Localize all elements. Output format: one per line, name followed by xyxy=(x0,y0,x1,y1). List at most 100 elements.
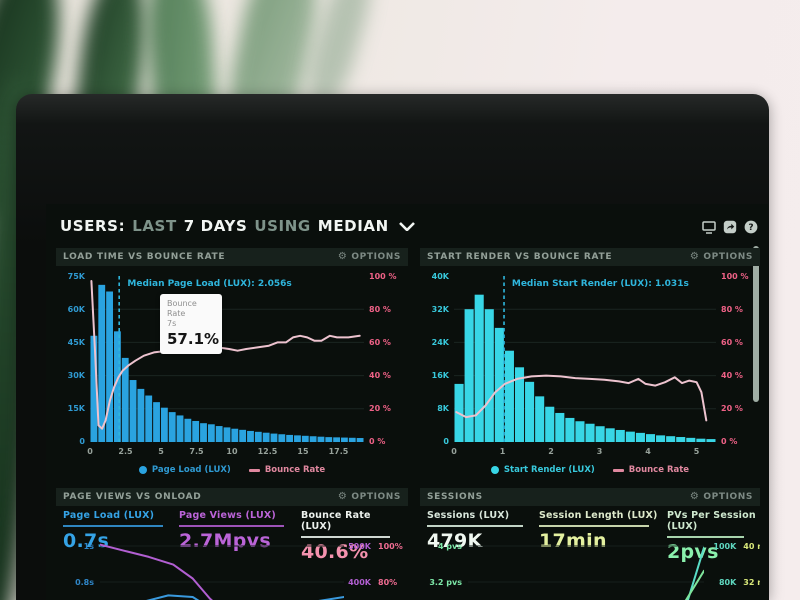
axis-tick-pair: 100K 40 min xyxy=(704,542,760,551)
metric-label: Page Views (LUX) xyxy=(179,510,276,521)
axis-tick-label: 3 xyxy=(596,447,603,456)
metric-label: Page Load (LUX) xyxy=(63,510,155,521)
title-part: USING xyxy=(254,217,311,235)
axis-tick-label: 40K xyxy=(431,272,449,281)
axis-tick-label: 0.8s xyxy=(75,577,94,587)
axis-tick-label: 75K xyxy=(67,272,85,281)
metric-rule xyxy=(667,536,744,538)
legend-item-page-load[interactable]: Page Load (LUX) xyxy=(138,465,231,475)
axis-tick-label: 2 xyxy=(548,447,554,456)
axis-tick-label: 3.2 pvs xyxy=(429,577,462,587)
axis-tick-label: 5 xyxy=(693,447,700,456)
line-chart[interactable] xyxy=(100,540,344,600)
title-part: USERS: xyxy=(60,217,126,235)
options-button[interactable]: ⚙ OPTIONS xyxy=(689,251,753,263)
axis-tick-label: 15 xyxy=(297,447,309,456)
options-button[interactable]: ⚙ OPTIONS xyxy=(338,252,401,263)
panel-title: SESSIONS xyxy=(427,492,483,502)
legend-item-bounce-rate[interactable]: Bounce Rate xyxy=(248,465,326,475)
axis-tick-label: 15K xyxy=(67,404,85,413)
metric-rule xyxy=(539,525,650,527)
metric-label: Sessions (LUX) xyxy=(427,510,510,521)
line-chart[interactable] xyxy=(468,540,704,600)
axis-tick-label: 80K xyxy=(718,577,737,587)
legend-label: Bounce Rate xyxy=(264,465,326,475)
title-part: 7 DAYS xyxy=(183,217,248,235)
laptop-bezel: USERS: LAST 7 DAYS USING MEDIAN ? xyxy=(16,94,769,600)
axis-tick-pair: 500K 100% xyxy=(342,542,406,551)
hover-tooltip: Bounce Rate 7s 57.1% xyxy=(160,294,222,354)
axis-tick-label: 40 min xyxy=(743,542,760,551)
gear-icon: ⚙ xyxy=(337,491,348,502)
histogram-plot[interactable]: Median Page Load (LUX): 2.056s xyxy=(90,276,364,442)
metric-label: Session Length (LUX) xyxy=(539,510,658,521)
axis-tick-label: 12.5 xyxy=(257,447,278,456)
legend-dot-icon xyxy=(138,466,147,474)
options-label: OPTIONS xyxy=(703,492,753,502)
axis-tick-label: 45K xyxy=(67,338,85,347)
legend-item-bounce-rate[interactable]: Bounce Rate xyxy=(612,465,689,475)
axis-tick-label: 32K xyxy=(431,305,449,314)
axis-tick-label: 24K xyxy=(431,338,449,347)
axis-tick-pair: 80K 32 min xyxy=(704,578,760,587)
dashboard-screen: USERS: LAST 7 DAYS USING MEDIAN ? xyxy=(46,204,768,600)
share-icon[interactable] xyxy=(723,220,737,234)
panel-title: LOAD TIME VS BOUNCE RATE xyxy=(63,252,226,262)
legend-dash-icon xyxy=(612,468,624,472)
help-icon[interactable]: ? xyxy=(744,220,758,234)
axis-tick-label: 4 pvs xyxy=(437,542,462,551)
options-label: OPTIONS xyxy=(703,252,753,262)
legend-dash-icon xyxy=(248,468,260,472)
axis-tick-label: 32 min xyxy=(743,577,760,587)
median-annotation: Median Start Render (LUX): 1.031s xyxy=(511,279,689,289)
title-part: MEDIAN xyxy=(317,217,389,235)
axis-tick-label: 1 xyxy=(499,447,506,456)
y-axis-right: 100 % 80 % 60 % 40 % 20 % 0 % xyxy=(721,272,759,446)
options-button[interactable]: ⚙ OPTIONS xyxy=(337,491,401,503)
axis-tick-label: 100 % xyxy=(721,272,749,281)
metric-page-load: Page Load (LUX) 0.7s xyxy=(63,510,179,563)
axis-tick-label: 5 xyxy=(158,447,164,456)
axis-tick-label: 0 % xyxy=(369,437,386,446)
y-axis-left: 40K 32K 24K 16K 8K 0 xyxy=(420,272,449,446)
metric-value: 0.7s xyxy=(63,530,110,552)
legend-label: Start Render (LUX) xyxy=(503,465,595,475)
median-annotation: Median Page Load (LUX): 2.056s xyxy=(127,279,292,289)
y-axis-right: 100 % 80 % 60 % 40 % 20 % 0 % xyxy=(369,272,407,446)
display-icon[interactable] xyxy=(702,220,716,234)
panel-title: PAGE VIEWS VS ONLOAD xyxy=(63,492,202,502)
y-axis-left: 1s0.8s0.6s0.4s xyxy=(56,542,94,600)
axis-tick-pair: 400K 80% xyxy=(342,578,406,587)
axis-tick-label: 80 % xyxy=(721,305,743,314)
axis-tick-label: 40 % xyxy=(369,371,391,380)
legend-item-start-render[interactable]: Start Render (LUX) xyxy=(490,465,595,475)
dashboard-title-dropdown[interactable]: USERS: LAST 7 DAYS USING MEDIAN xyxy=(60,217,415,235)
svg-text:?: ? xyxy=(748,223,753,233)
panel-page-views-vs-onload: PAGE VIEWS VS ONLOAD ⚙ OPTIONS Page Load… xyxy=(56,488,408,600)
gear-icon: ⚙ xyxy=(689,491,700,502)
axis-tick-label: 8K xyxy=(437,404,449,413)
gear-icon: ⚙ xyxy=(689,251,700,262)
metrics-row: Sessions (LUX) 479K Session Length (LUX)… xyxy=(427,510,756,563)
axis-tick-label: 80 % xyxy=(369,305,391,314)
scrollbar-thumb[interactable] xyxy=(753,246,759,402)
axis-tick-label: 100 % xyxy=(369,272,397,281)
metric-rule xyxy=(427,525,524,527)
legend-label: Page Load (LUX) xyxy=(151,465,231,475)
axis-tick-label: 0 xyxy=(79,437,85,446)
axis-tick-label: 0 % xyxy=(721,437,738,446)
axis-tick-label: 10 xyxy=(226,447,238,456)
histogram-plot[interactable]: Median Start Render (LUX): 1.031s xyxy=(454,276,716,442)
legend: Page Load (LUX) Bounce Rate xyxy=(56,465,408,475)
options-button[interactable]: ⚙ OPTIONS xyxy=(689,491,753,503)
metric-rule xyxy=(179,525,284,527)
chevron-down-icon xyxy=(398,221,415,231)
axis-tick-label: 20 % xyxy=(369,404,391,413)
panel-load-time-vs-bounce-rate: LOAD TIME VS BOUNCE RATE ⚙ OPTIONS 75K 60… xyxy=(56,248,408,484)
axis-tick-label: 16K xyxy=(431,371,449,380)
axis-tick-label: 60K xyxy=(67,305,85,314)
metric-label: PVs Per Session (LUX) xyxy=(667,510,756,532)
